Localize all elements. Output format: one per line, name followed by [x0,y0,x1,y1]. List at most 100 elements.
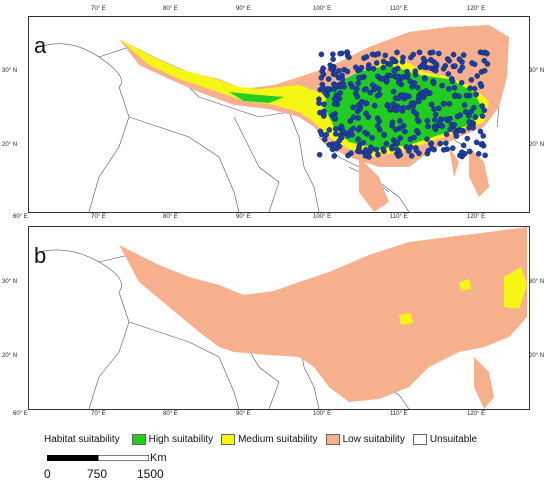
occurrence-point [466,119,472,125]
occurrence-point [383,141,390,147]
occurrence-point [332,126,339,132]
occurrence-point [370,65,377,72]
occurrence-point [369,82,376,88]
swatch-unsuitable [412,434,427,445]
legend: Habitat suitability High suitability Med… [44,434,485,445]
occurrence-point [456,93,462,100]
occurrence-point [355,102,362,109]
occurrence-point [439,82,446,89]
occurrence-point [424,136,430,142]
occurrence-point [458,79,465,86]
occurrence-point [332,131,339,137]
occurrence-point [404,68,410,75]
occurrence-point [379,76,386,82]
occurrence-point [356,75,362,81]
occurrence-point [405,148,412,154]
low-suitability-region [119,227,527,409]
occurrence-point [424,118,431,124]
occurrence-point [430,80,437,86]
occurrence-point [446,101,453,107]
occurrence-point [394,73,400,79]
occurrence-point [356,125,363,131]
occurrence-point [435,105,442,112]
legend-item-low: Low suitability [325,434,405,445]
occurrence-point [350,104,356,111]
occurrence-point [470,124,476,131]
occurrence-point [374,123,381,129]
occurrence-point [363,100,369,107]
occurrence-point [352,64,359,71]
occurrence-point [365,114,372,120]
occurrence-point [432,111,439,118]
occurrence-point [323,131,330,138]
occurrence-point [460,52,467,58]
occurrence-point [467,85,473,91]
occurrence-point [451,85,458,91]
lat-tick: 30° N [2,279,18,285]
lon-tick: 60° E [13,214,28,220]
occurrence-point [421,75,428,82]
occurrence-point [447,126,454,133]
lat-tick: 20° N [529,142,545,148]
swatch-high [131,434,146,445]
occurrence-point [420,94,427,101]
occurrence-point [478,141,485,148]
occurrence-point [338,134,345,141]
occurrence-point [354,86,360,92]
occurrence-point [474,73,481,79]
occurrence-point [395,95,402,102]
occurrence-point [331,153,338,159]
occurrence-point [443,140,449,146]
occurrence-point [399,59,406,65]
occurrence-point [481,107,488,114]
legend-label: High suitability [148,434,214,445]
occurrence-point [367,89,374,96]
lon-tick: 120° E [467,411,486,417]
occurrence-point [355,136,361,142]
lat-tick: 30° N [529,279,545,285]
occurrence-point [389,56,395,62]
lon-tick: 110° E [390,411,408,417]
occurrence-point [394,49,400,56]
occurrence-point [381,131,387,138]
occurrence-point [330,56,336,63]
occurrence-point [481,67,488,74]
occurrence-point [326,142,333,148]
occurrence-point [380,146,387,152]
occurrence-point [363,86,369,92]
occurrence-point [472,114,479,120]
occurrence-point [431,106,437,112]
legend-label: Medium suitability [238,434,318,445]
occurrence-point [427,141,434,147]
scale-label-750: 750 [87,467,108,481]
occurrence-point [477,128,484,135]
scale-label-0: 0 [44,467,51,481]
occurrence-point [376,91,383,98]
occurrence-point [457,112,464,118]
occurrence-point [473,139,480,146]
occurrence-point [408,54,414,61]
occurrence-point [320,71,327,78]
occurrence-point [408,153,415,159]
occurrence-point [332,82,339,89]
lon-tick: 80° E [163,6,178,12]
occurrence-point [402,128,408,135]
occurrence-point [327,62,334,68]
occurrence-point [394,140,401,146]
occurrence-point [382,52,389,59]
occurrence-point [458,127,464,134]
lat-tick: 30° N [2,68,18,74]
occurrence-point [452,63,458,69]
lon-tick: 60° E [13,411,28,417]
occurrence-point [397,151,404,158]
occurrence-point [441,100,448,107]
legend-item-medium: Medium suitability [221,434,318,445]
occurrence-point [380,58,387,65]
lon-tick: 120° E [467,6,486,12]
occurrence-point [482,152,488,159]
occurrence-point [421,64,428,70]
occurrence-point [317,109,323,116]
occurrence-point [428,101,435,108]
occurrence-point [344,68,351,75]
swatch-low [325,434,340,445]
